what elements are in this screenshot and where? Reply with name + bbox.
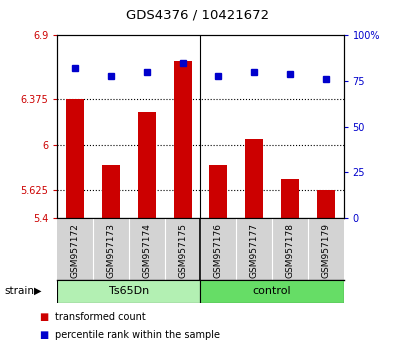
Text: Ts65Dn: Ts65Dn	[109, 286, 149, 296]
Text: GSM957177: GSM957177	[250, 223, 259, 278]
Bar	[209, 165, 227, 218]
Text: ▶: ▶	[34, 286, 41, 296]
Text: percentile rank within the sample: percentile rank within the sample	[55, 330, 220, 339]
Bar	[201, 280, 344, 303]
Text: strain: strain	[4, 286, 34, 296]
Bar	[245, 139, 263, 218]
Text: GSM957175: GSM957175	[178, 223, 187, 278]
Bar	[281, 179, 299, 218]
Bar	[174, 61, 192, 218]
Bar	[138, 112, 156, 218]
Text: GDS4376 / 10421672: GDS4376 / 10421672	[126, 9, 269, 22]
Bar	[66, 99, 84, 218]
Text: ■: ■	[40, 312, 49, 322]
Text: GSM957176: GSM957176	[214, 223, 223, 278]
Text: GSM957173: GSM957173	[107, 223, 115, 278]
Bar	[57, 280, 201, 303]
Bar	[317, 190, 335, 218]
Text: control: control	[253, 286, 292, 296]
Text: ■: ■	[40, 330, 49, 339]
Text: transformed count: transformed count	[55, 312, 146, 322]
Text: GSM957172: GSM957172	[71, 223, 80, 278]
Text: GSM957174: GSM957174	[142, 223, 151, 278]
Text: GSM957178: GSM957178	[286, 223, 294, 278]
Bar	[102, 165, 120, 218]
Text: GSM957179: GSM957179	[321, 223, 330, 278]
